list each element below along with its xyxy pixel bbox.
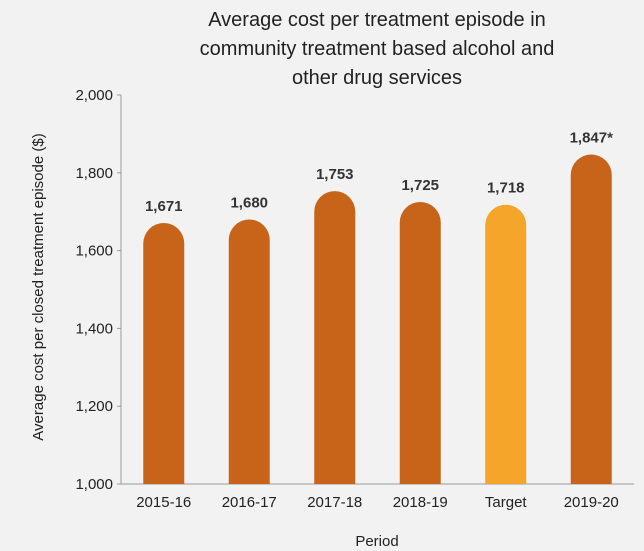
x-tick-label: 2018-19 [393, 494, 448, 511]
data-label: 1,725 [401, 177, 439, 194]
x-axis-label: Period [355, 533, 398, 550]
data-label: 1,718 [487, 180, 525, 197]
chart-title-line-3: other drug services [292, 67, 462, 89]
y-tick-label: 1,000 [75, 476, 113, 493]
bar-2015-16 [143, 222, 185, 484]
x-tick-label: 2015-16 [136, 494, 191, 511]
y-tick-label: 2,000 [75, 87, 113, 104]
bar-2019-20 [570, 154, 612, 484]
data-labels-group: 1,671 1,680 1,753 1,725 1,718 1,847* [145, 130, 613, 215]
y-tick-label: 1,200 [75, 398, 113, 415]
x-tick-label: Target [485, 494, 528, 511]
chart-title-line-2: community treatment based alcohol and [200, 38, 555, 60]
data-label: 1,753 [316, 166, 354, 183]
x-tick-label: 2017-18 [307, 494, 362, 511]
y-axis-ticks: 1,000 1,200 1,400 1,600 1,800 2,000 [75, 87, 121, 493]
x-tick-label: 2016-17 [222, 494, 277, 511]
data-label: 1,847* [570, 130, 614, 147]
x-axis-ticks: 2015-16 2016-17 2017-18 2018-19 Target 2019-2… [136, 494, 619, 511]
bars-group [143, 154, 612, 485]
x-tick-label: 2019-20 [564, 494, 619, 511]
chart-title: Average cost per treatment episode in co… [200, 9, 555, 89]
bar-2016-17 [228, 219, 270, 484]
bar-target [485, 204, 527, 484]
y-tick-label: 1,400 [75, 320, 113, 337]
y-axis-label: Average cost per closed treatment episod… [30, 133, 47, 440]
data-label: 1,680 [230, 194, 268, 211]
chart-title-line-1: Average cost per treatment episode in [208, 9, 546, 31]
data-label: 1,671 [145, 198, 183, 215]
bar-2017-18 [314, 191, 356, 484]
y-tick-label: 1,800 [75, 165, 113, 182]
bar-2018-19 [399, 201, 441, 485]
y-tick-label: 1,600 [75, 243, 113, 260]
